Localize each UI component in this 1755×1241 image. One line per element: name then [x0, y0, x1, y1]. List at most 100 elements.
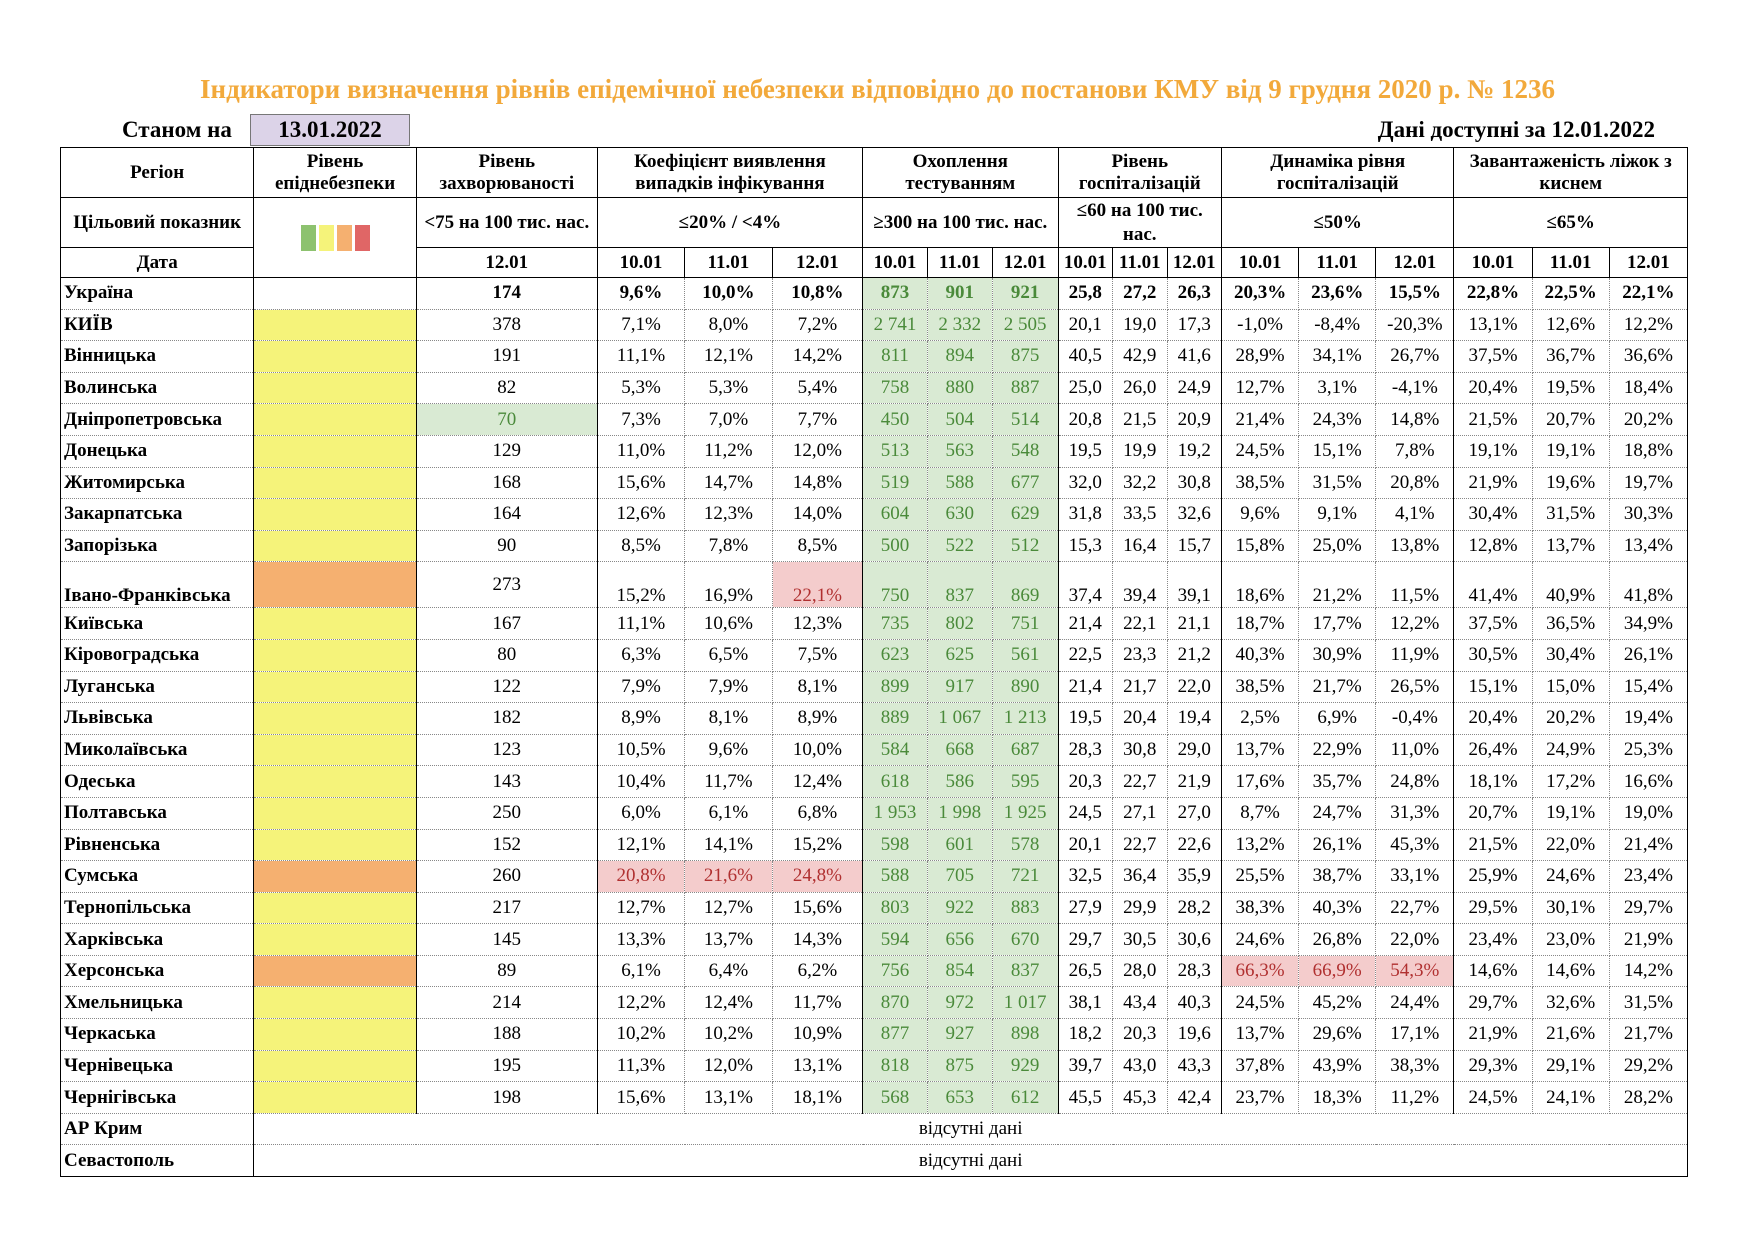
oxygen-beds-value: 14,2% — [1608, 954, 1689, 988]
hosp-dynamics-value: 45,3% — [1375, 828, 1455, 862]
hospitalization-value: 40,3 — [1166, 986, 1222, 1020]
oxygen-beds-value: 18,4% — [1608, 371, 1689, 405]
oxygen-beds-value: 30,4% — [1531, 638, 1610, 672]
hospitalization-value: 16,4 — [1112, 529, 1168, 563]
hospitalization-value: 19,9 — [1112, 434, 1168, 468]
hospitalization-value: 32,2 — [1112, 466, 1168, 500]
hospitalization-value: 39,7 — [1057, 1049, 1113, 1083]
region-name: Закарпатська — [59, 498, 255, 531]
hospitalization-value: 29,0 — [1166, 733, 1222, 767]
level-legend — [253, 197, 417, 278]
date-col: 12.01 — [1166, 247, 1222, 278]
table-row: Тернопільська 217 12,7% 12,7% 15,6% 803 922 883… — [59, 891, 1689, 925]
table-row: Чернігівська 198 15,6% 13,1% 18,1% 568 653 612 4… — [59, 1081, 1689, 1114]
oxygen-beds-value: 14,6% — [1453, 954, 1533, 988]
level-cell — [253, 1081, 417, 1114]
hosp-dynamics-value: 33,1% — [1375, 860, 1455, 893]
testing-value: 869 — [991, 561, 1059, 609]
hosp-dynamics-value: 11,0% — [1375, 733, 1455, 767]
oxygen-beds-value: 32,6% — [1531, 986, 1610, 1020]
oxygen-beds-value: 29,7% — [1608, 891, 1689, 925]
oxygen-beds-value: 19,4% — [1608, 702, 1689, 735]
incidence-value: 167 — [415, 607, 598, 640]
testing-value: 751 — [991, 607, 1059, 640]
hosp-dynamics-value: -8,4% — [1298, 308, 1377, 342]
oxygen-beds-value: 20,4% — [1453, 702, 1533, 735]
testing-value: 584 — [862, 733, 928, 767]
date-col: 12.01 — [771, 247, 864, 278]
level-cell — [253, 670, 417, 704]
table-row: Полтавська 250 6,0% 6,1% 6,8% 1 953 1 998 1 925… — [59, 796, 1689, 830]
target-hospitalization: ≤60 на 100 тис. нас. — [1057, 197, 1222, 248]
hosp-dynamics-value: 20,8% — [1375, 466, 1455, 500]
hospitalization-value: 39,4 — [1112, 561, 1168, 609]
oxygen-beds-value: 15,1% — [1453, 670, 1533, 704]
level-cell — [253, 860, 417, 893]
incidence-value: 217 — [415, 891, 598, 925]
detection-value: 14,2% — [771, 340, 864, 373]
testing-value: 677 — [991, 466, 1059, 500]
detection-value: 12,4% — [684, 986, 773, 1020]
testing-value: 1 998 — [926, 796, 993, 830]
oxygen-beds-value: 31,5% — [1531, 498, 1610, 531]
oxygen-beds-value: 24,1% — [1531, 1081, 1610, 1114]
level-cell — [253, 403, 417, 436]
testing-value: 450 — [862, 403, 928, 436]
detection-value: 6,1% — [684, 796, 773, 830]
date-col: 10.01 — [1057, 247, 1113, 278]
hosp-dynamics-value: 22,9% — [1298, 733, 1377, 767]
detection-value: 8,1% — [771, 670, 864, 704]
level-cell — [253, 498, 417, 531]
testing-value: 612 — [991, 1081, 1059, 1114]
detection-value: 8,5% — [596, 529, 686, 563]
table-row: Кіровоградська 80 6,3% 6,5% 7,5% 623 625 561 22,… — [59, 638, 1689, 672]
hosp-dynamics-value: 38,3% — [1220, 891, 1300, 925]
oxygen-beds-value: 30,1% — [1531, 891, 1610, 925]
hospitalization-value: 20,3 — [1057, 765, 1113, 798]
level-cell — [253, 986, 417, 1020]
detection-value: 10,0% — [771, 733, 864, 767]
detection-value: 6,0% — [596, 796, 686, 830]
oxygen-beds-value: 21,9% — [1608, 923, 1689, 956]
hosp-dynamics-value: 17,6% — [1220, 765, 1300, 798]
oxygen-beds-value: 26,4% — [1453, 733, 1533, 767]
oxygen-beds-value: 16,6% — [1608, 765, 1689, 798]
level-cell — [253, 733, 417, 767]
date-col: 10.01 — [1220, 247, 1300, 278]
hospitalization-value: 42,9 — [1112, 340, 1168, 373]
oxygen-beds-value: 19,1% — [1453, 434, 1533, 468]
testing-value: 513 — [862, 434, 928, 468]
hospitalization-value: 41,6 — [1166, 340, 1222, 373]
detection-value: 13,3% — [596, 923, 686, 956]
detection-value: 11,7% — [684, 765, 773, 798]
oxygen-beds-value: 12,6% — [1531, 308, 1610, 342]
testing-value: 890 — [991, 670, 1059, 704]
incidence-value: 123 — [415, 733, 598, 767]
testing-value: 735 — [862, 607, 928, 640]
hosp-dynamics-value: 18,7% — [1220, 607, 1300, 640]
region-name: Україна — [59, 277, 255, 310]
hosp-dynamics-value: 31,3% — [1375, 796, 1455, 830]
hospitalization-value: 39,1 — [1166, 561, 1222, 609]
region-name: Чернігівська — [59, 1081, 255, 1114]
hospitalization-value: 15,3 — [1057, 529, 1113, 563]
level-cell — [253, 466, 417, 500]
incidence-value: 250 — [415, 796, 598, 830]
hosp-dynamics-value: 15,8% — [1220, 529, 1300, 563]
region-name: Одеська — [59, 765, 255, 798]
target-oxygen-beds: ≤65% — [1453, 197, 1688, 248]
hosp-dynamics-value: 35,7% — [1298, 765, 1377, 798]
hospitalization-value: 19,2 — [1166, 434, 1222, 468]
table-row: Севастополь відсутні дані — [59, 1144, 1688, 1178]
testing-value: 917 — [926, 670, 993, 704]
detection-value: 8,9% — [771, 702, 864, 735]
data-available-label: Дані доступні за 12.01.2022 — [1377, 117, 1655, 142]
oxygen-beds-value: 25,9% — [1453, 860, 1533, 893]
hospitalization-value: 20,9 — [1166, 403, 1222, 436]
oxygen-beds-value: 29,1% — [1531, 1049, 1610, 1083]
hospitalization-value: 19,4 — [1166, 702, 1222, 735]
oxygen-beds-value: 21,7% — [1608, 1018, 1689, 1051]
detection-value: 11,7% — [771, 986, 864, 1020]
region-name: Волинська — [59, 371, 255, 405]
hospitalization-value: 22,0 — [1166, 670, 1222, 704]
